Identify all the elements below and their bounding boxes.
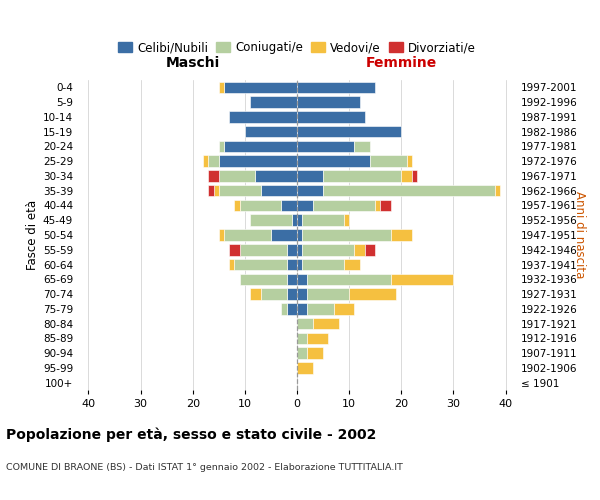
Bar	[219, 82, 224, 93]
Bar	[208, 185, 214, 196]
Bar	[292, 214, 297, 226]
Bar	[297, 185, 323, 196]
Bar	[297, 318, 313, 330]
Bar	[323, 170, 401, 181]
Bar	[401, 170, 412, 181]
Bar	[391, 229, 412, 241]
Bar	[302, 244, 355, 256]
Bar	[307, 332, 328, 344]
Bar	[349, 288, 396, 300]
Bar	[370, 156, 407, 167]
Bar	[281, 200, 297, 211]
Bar	[297, 126, 401, 138]
Y-axis label: Fasce di età: Fasce di età	[26, 200, 39, 270]
Bar	[302, 229, 391, 241]
Bar	[355, 244, 365, 256]
Bar	[281, 303, 287, 314]
Bar	[365, 244, 375, 256]
Bar	[407, 156, 412, 167]
Bar	[297, 288, 307, 300]
Bar	[260, 185, 297, 196]
Bar	[287, 244, 297, 256]
Bar	[297, 111, 365, 122]
Bar	[334, 303, 355, 314]
Bar	[297, 332, 307, 344]
Bar	[229, 111, 297, 122]
Bar	[380, 200, 391, 211]
Bar	[391, 274, 454, 285]
Bar	[307, 274, 391, 285]
Bar	[323, 185, 495, 196]
Bar	[224, 82, 297, 93]
Bar	[297, 259, 302, 270]
Bar	[239, 200, 281, 211]
Bar	[219, 170, 255, 181]
Bar	[297, 214, 302, 226]
Bar	[297, 156, 370, 167]
Bar	[235, 259, 287, 270]
Bar	[219, 140, 224, 152]
Bar	[287, 303, 297, 314]
Bar	[229, 244, 239, 256]
Bar	[250, 214, 292, 226]
Bar	[375, 200, 380, 211]
Text: Femmine: Femmine	[365, 56, 437, 70]
Bar	[219, 229, 224, 241]
Bar	[355, 140, 370, 152]
Bar	[208, 156, 219, 167]
Bar	[235, 200, 239, 211]
Bar	[297, 140, 355, 152]
Bar	[313, 318, 339, 330]
Bar	[245, 126, 297, 138]
Bar	[344, 259, 359, 270]
Bar	[239, 274, 287, 285]
Bar	[271, 229, 297, 241]
Bar	[224, 140, 297, 152]
Bar	[297, 274, 307, 285]
Bar	[297, 229, 302, 241]
Bar	[287, 274, 297, 285]
Bar	[495, 185, 500, 196]
Bar	[239, 244, 287, 256]
Bar	[287, 288, 297, 300]
Bar	[313, 200, 375, 211]
Y-axis label: Anni di nascita: Anni di nascita	[573, 192, 586, 278]
Bar	[219, 185, 260, 196]
Bar	[307, 348, 323, 359]
Bar	[297, 348, 307, 359]
Bar	[302, 259, 344, 270]
Bar	[208, 170, 219, 181]
Bar	[297, 244, 302, 256]
Text: Popolazione per età, sesso e stato civile - 2002: Popolazione per età, sesso e stato civil…	[6, 428, 376, 442]
Bar	[307, 288, 349, 300]
Bar	[219, 156, 297, 167]
Bar	[287, 259, 297, 270]
Bar	[412, 170, 417, 181]
Bar	[297, 170, 323, 181]
Bar	[250, 288, 260, 300]
Bar	[255, 170, 297, 181]
Bar	[224, 229, 271, 241]
Text: COMUNE DI BRAONE (BS) - Dati ISTAT 1° gennaio 2002 - Elaborazione TUTTITALIA.IT: COMUNE DI BRAONE (BS) - Dati ISTAT 1° ge…	[6, 462, 403, 471]
Bar	[344, 214, 349, 226]
Bar	[214, 185, 219, 196]
Bar	[297, 200, 313, 211]
Bar	[203, 156, 208, 167]
Bar	[307, 303, 334, 314]
Text: Maschi: Maschi	[166, 56, 220, 70]
Bar	[297, 82, 375, 93]
Bar	[297, 303, 307, 314]
Bar	[297, 362, 313, 374]
Bar	[302, 214, 344, 226]
Legend: Celibi/Nubili, Coniugati/e, Vedovi/e, Divorziati/e: Celibi/Nubili, Coniugati/e, Vedovi/e, Di…	[113, 36, 481, 59]
Bar	[260, 288, 287, 300]
Bar	[229, 259, 235, 270]
Bar	[250, 96, 297, 108]
Bar	[297, 96, 359, 108]
